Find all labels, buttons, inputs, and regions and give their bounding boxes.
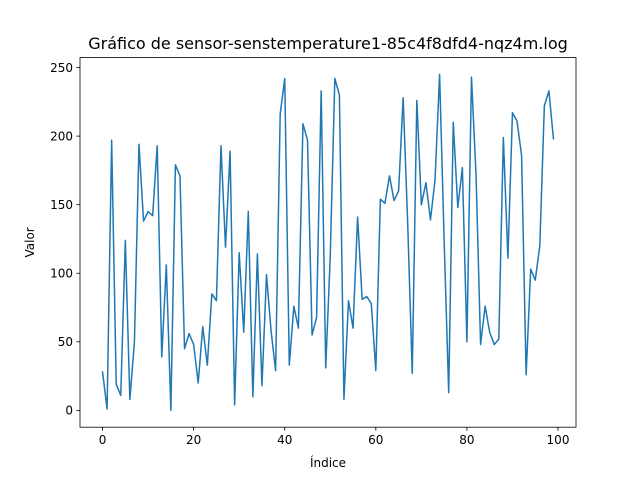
x-tick-label: 100 <box>547 433 570 447</box>
y-axis: 0 50 100 150 200 250 <box>50 61 80 418</box>
y-tick-label: 250 <box>50 61 73 75</box>
y-tick-label: 200 <box>50 129 73 143</box>
x-tick-label: 0 <box>99 433 107 447</box>
y-tick-label: 150 <box>50 198 73 212</box>
axes-frame <box>79 57 577 428</box>
x-tick-label: 40 <box>277 433 292 447</box>
chart-title: Gráfico de sensor-senstemperature1-85c4f… <box>88 34 568 53</box>
y-axis-label: Valor <box>23 227 37 257</box>
plot-area <box>101 73 555 412</box>
y-tick-label: 100 <box>50 267 73 281</box>
x-tick-label: 60 <box>368 433 383 447</box>
x-axis-label: Índice <box>310 455 346 470</box>
y-tick-label: 0 <box>65 404 73 418</box>
series-line <box>101 73 555 412</box>
x-tick-label: 80 <box>459 433 474 447</box>
x-tick-label: 20 <box>186 433 201 447</box>
x-axis: 0 20 40 60 80 100 <box>99 427 570 447</box>
y-tick-label: 50 <box>58 335 73 349</box>
